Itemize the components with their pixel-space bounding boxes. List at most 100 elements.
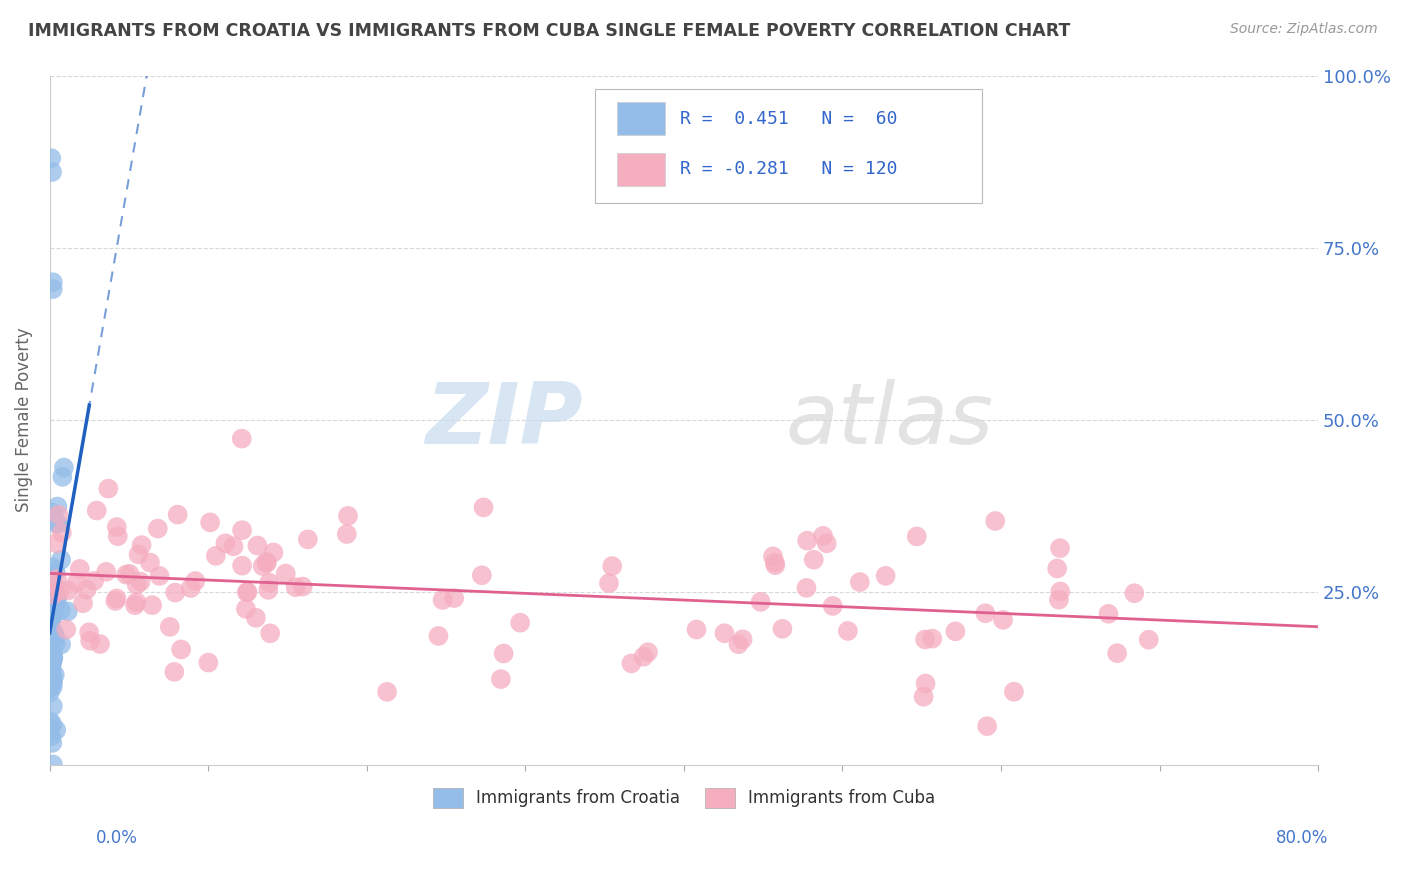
Point	[821, 599, 844, 613]
Point	[42, 674, 65, 689]
Point	[214, 536, 236, 550]
Point	[76, 582, 98, 597]
Point	[620, 657, 643, 671]
Point	[49, 603, 72, 617]
Point	[139, 556, 162, 570]
Point	[849, 575, 872, 590]
Legend: Immigrants from Croatia, Immigrants from Cuba: Immigrants from Croatia, Immigrants from…	[426, 781, 942, 814]
Point	[41, 670, 63, 684]
Point	[44, 599, 66, 614]
Point	[427, 629, 450, 643]
Point	[231, 432, 253, 446]
Point	[39, 566, 62, 581]
Point	[291, 580, 314, 594]
Point	[39, 660, 62, 674]
Point	[236, 585, 259, 599]
Point	[41, 560, 63, 574]
Point	[1137, 632, 1160, 647]
Point	[274, 566, 297, 581]
Point	[1097, 607, 1119, 621]
Point	[263, 545, 285, 559]
Point	[42, 275, 65, 289]
Point	[336, 527, 359, 541]
Point	[42, 650, 65, 665]
Point	[443, 591, 465, 605]
Point	[770, 622, 793, 636]
Point	[1049, 541, 1071, 555]
Point	[45, 723, 67, 737]
Point	[77, 625, 100, 640]
Point	[991, 613, 1014, 627]
Point	[1107, 646, 1129, 660]
Point	[89, 637, 111, 651]
Point	[432, 593, 454, 607]
Point	[55, 623, 77, 637]
Point	[252, 559, 274, 574]
Point	[254, 555, 277, 569]
Point	[41, 669, 63, 683]
Text: ZIP: ZIP	[425, 378, 582, 461]
Point	[39, 615, 62, 629]
Point	[46, 516, 69, 531]
Point	[509, 615, 531, 630]
Point	[811, 529, 834, 543]
Point	[39, 151, 62, 165]
Point	[79, 633, 101, 648]
Point	[42, 680, 65, 694]
Point	[42, 651, 65, 665]
Point	[39, 729, 62, 743]
Point	[42, 607, 65, 622]
Point	[41, 646, 63, 660]
Point	[231, 558, 253, 573]
FancyBboxPatch shape	[617, 103, 665, 136]
Text: 80.0%: 80.0%	[1277, 829, 1329, 847]
Point	[796, 533, 818, 548]
Point	[131, 538, 153, 552]
Point	[297, 533, 319, 547]
Point	[51, 525, 73, 540]
Point	[815, 536, 838, 550]
Point	[259, 626, 281, 640]
Point	[104, 594, 127, 608]
Point	[149, 569, 172, 583]
Point	[118, 566, 141, 581]
Point	[124, 598, 146, 612]
Point	[125, 595, 148, 609]
Point	[56, 583, 79, 598]
Point	[46, 500, 69, 514]
Point	[56, 604, 79, 618]
Point	[984, 514, 1007, 528]
Point	[731, 632, 754, 647]
Text: R =  0.451   N =  60: R = 0.451 N = 60	[681, 110, 897, 128]
Point	[107, 529, 129, 543]
Point	[633, 649, 655, 664]
Point	[489, 672, 512, 686]
Point	[69, 562, 91, 576]
Point	[1002, 684, 1025, 698]
Point	[749, 595, 772, 609]
Point	[38, 685, 60, 699]
Y-axis label: Single Female Poverty: Single Female Poverty	[15, 327, 32, 512]
Point	[205, 549, 228, 563]
Point	[245, 611, 267, 625]
Point	[44, 584, 66, 599]
Point	[41, 663, 63, 677]
Point	[41, 736, 63, 750]
Point	[97, 482, 120, 496]
Point	[141, 598, 163, 612]
Point	[976, 719, 998, 733]
Point	[39, 714, 62, 729]
Point	[163, 665, 186, 679]
Point	[1046, 561, 1069, 575]
Point	[763, 556, 786, 570]
Point	[83, 574, 105, 588]
Point	[166, 508, 188, 522]
Point	[45, 593, 67, 607]
Point	[115, 567, 138, 582]
Point	[105, 591, 128, 606]
Point	[45, 516, 67, 531]
Point	[184, 574, 207, 588]
Point	[598, 576, 620, 591]
Point	[197, 656, 219, 670]
Point	[49, 638, 72, 652]
